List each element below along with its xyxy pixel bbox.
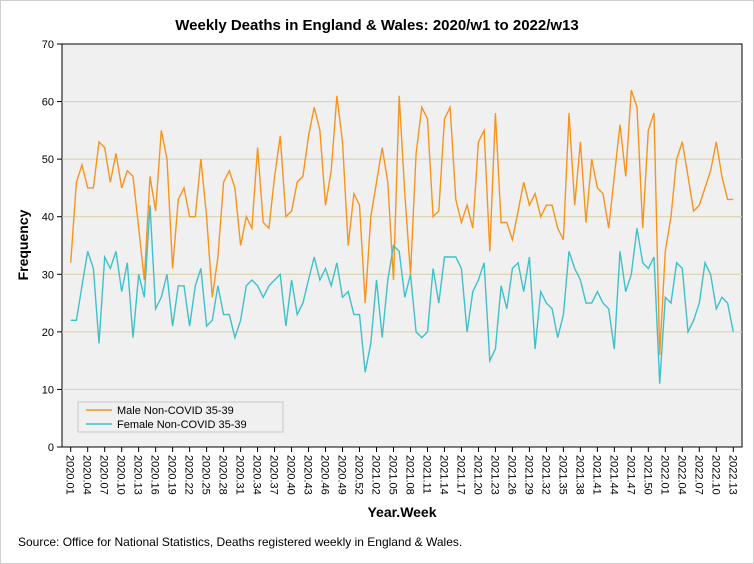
y-axis-label: Frequency bbox=[15, 209, 31, 280]
x-tick-label: 2021.47 bbox=[624, 455, 636, 495]
x-tick-label: 2020.28 bbox=[217, 455, 229, 495]
x-tick-label: 2021.38 bbox=[573, 455, 585, 495]
y-tick-label: 0 bbox=[48, 442, 54, 454]
legend-box bbox=[77, 401, 284, 433]
x-tick-label: 2020.10 bbox=[115, 455, 127, 495]
y-tick-label: 30 bbox=[42, 269, 54, 281]
x-tick-label: 2021.35 bbox=[556, 455, 568, 495]
x-tick-label: 2021.05 bbox=[386, 455, 398, 495]
x-tick-label: 2020.13 bbox=[132, 455, 144, 495]
x-tick-label: 2020.37 bbox=[268, 455, 280, 495]
x-tick-label: 2021.41 bbox=[590, 455, 602, 495]
series-line-male bbox=[70, 89, 734, 355]
x-tick-label: 2021.29 bbox=[522, 455, 534, 495]
x-tick-label: 2021.02 bbox=[370, 455, 382, 495]
x-tick-label: 2020.34 bbox=[251, 455, 263, 495]
legend-label: Female Non-COVID 35-39 bbox=[117, 419, 247, 431]
x-tick-label: 2020.46 bbox=[319, 455, 331, 495]
x-tick-label: 2020.31 bbox=[234, 455, 246, 495]
x-tick-label: 2021.44 bbox=[607, 455, 619, 495]
source-note: Source: Office for National Statistics, … bbox=[18, 535, 463, 549]
y-tick-label: 50 bbox=[42, 154, 54, 166]
x-tick-label: 2021.11 bbox=[420, 455, 432, 494]
series-line-female bbox=[70, 205, 734, 384]
x-tick-label: 2021.50 bbox=[641, 455, 653, 495]
x-axis-label: Year.Week bbox=[367, 504, 436, 520]
x-tick-label: 2020.49 bbox=[336, 455, 348, 495]
x-tick-label: 2022.13 bbox=[726, 455, 738, 495]
plot-area bbox=[61, 43, 743, 448]
x-tick-label: 2021.32 bbox=[539, 455, 551, 495]
x-tick-label: 2020.16 bbox=[149, 455, 161, 495]
x-tick-label: 2021.14 bbox=[437, 455, 449, 495]
x-tick-label: 2020.40 bbox=[285, 455, 297, 495]
legend-label: Male Non-COVID 35-39 bbox=[117, 405, 234, 417]
x-tick-label: 2021.08 bbox=[403, 455, 415, 495]
y-tick-label: 40 bbox=[42, 212, 54, 224]
x-tick-label: 2022.04 bbox=[675, 455, 687, 495]
x-tick-label: 2022.07 bbox=[692, 455, 704, 495]
y-tick-label: 70 bbox=[42, 39, 54, 51]
x-tick-label: 2021.17 bbox=[454, 455, 466, 495]
y-tick-label: 60 bbox=[42, 97, 54, 109]
legend: Male Non-COVID 35-39 Female Non-COVID 35-… bbox=[77, 401, 284, 433]
x-tick-label: 2020.52 bbox=[353, 455, 365, 495]
x-tick-label: 2020.07 bbox=[98, 455, 110, 495]
x-tick-label: 2021.23 bbox=[488, 455, 500, 495]
x-tick-label: 2021.20 bbox=[471, 455, 483, 495]
chart-title: Weekly Deaths in England & Wales: 2020/w… bbox=[175, 17, 579, 34]
y-tick-label: 20 bbox=[42, 327, 54, 339]
x-tick-label: 2022.01 bbox=[658, 455, 670, 495]
x-tick-label: 2022.10 bbox=[709, 455, 721, 495]
x-tick-label: 2020.04 bbox=[81, 455, 93, 495]
x-tick-label: 2020.01 bbox=[64, 455, 76, 495]
x-tick-label: 2021.26 bbox=[505, 455, 517, 495]
x-tick-label: 2020.19 bbox=[166, 455, 178, 495]
x-tick-label: 2020.43 bbox=[302, 455, 314, 495]
x-tick-label: 2020.25 bbox=[200, 455, 212, 495]
y-tick-label: 10 bbox=[42, 384, 54, 396]
x-tick-label: 2020.22 bbox=[183, 455, 195, 495]
